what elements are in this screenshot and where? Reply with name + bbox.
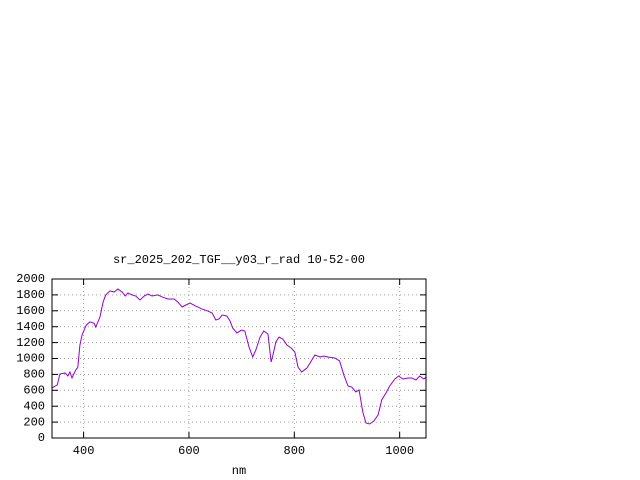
y-tick-label: 1600	[16, 304, 45, 318]
chart-title: sr_2025_202_TGF__y03_r_rad 10-52-00	[113, 253, 365, 267]
x-tick-label: 400	[73, 444, 95, 458]
y-tick-label: 1400	[16, 320, 45, 334]
x-tick-label: 800	[284, 444, 306, 458]
y-tick-label: 1800	[16, 288, 45, 302]
x-tick-label: 600	[178, 444, 200, 458]
plot-border	[51, 278, 427, 439]
y-tick-label: 1000	[16, 352, 45, 366]
y-tick-label: 400	[23, 399, 45, 413]
x-axis-label: nm	[232, 464, 246, 478]
y-tick-label: 200	[23, 415, 45, 429]
x-tick-label: 1000	[385, 444, 414, 458]
y-tick-label: 800	[23, 368, 45, 382]
line-series	[51, 288, 427, 425]
y-tick-label: 2000	[16, 272, 45, 286]
y-tick-label: 0	[38, 431, 45, 445]
y-tick-label: 1200	[16, 336, 45, 350]
y-tick-label: 600	[23, 383, 45, 397]
